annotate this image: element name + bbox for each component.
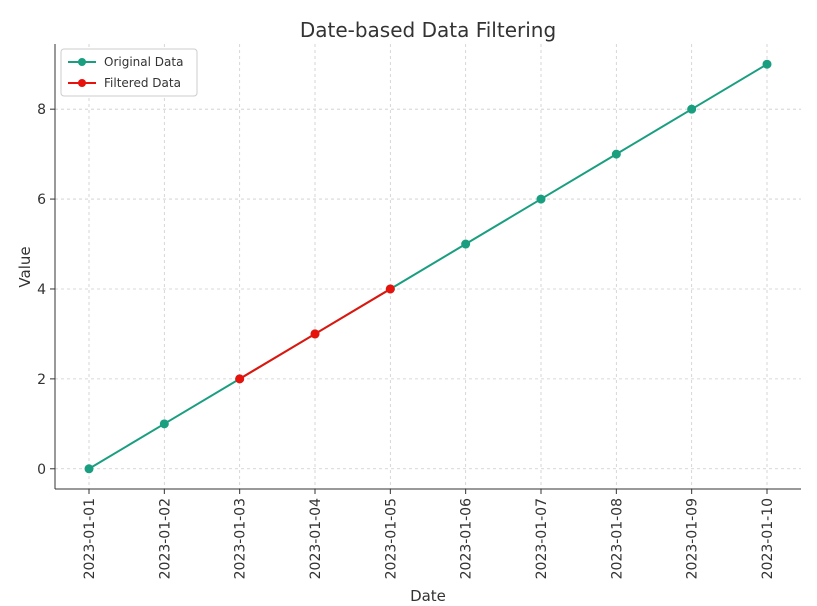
series-layer xyxy=(84,59,772,474)
chart-title: Date-based Data Filtering xyxy=(300,18,556,42)
legend-label: Original Data xyxy=(104,55,183,69)
x-tick-label: 2023-01-02 xyxy=(157,498,173,579)
series-0-point xyxy=(461,239,471,249)
legend-label: Filtered Data xyxy=(104,76,181,90)
series-0-point xyxy=(762,59,772,69)
series-1-point xyxy=(310,329,320,339)
y-tick-label: 2 xyxy=(37,372,46,388)
legend: Original Data Filtered Data xyxy=(60,48,198,97)
legend-marker xyxy=(78,79,86,87)
x-tick-label: 2023-01-06 xyxy=(459,498,475,579)
x-axis-label: Date xyxy=(410,587,446,605)
legend-box xyxy=(60,48,198,97)
y-tick-label: 8 xyxy=(37,102,46,118)
series-0-point xyxy=(159,419,169,429)
series-0-point xyxy=(611,149,621,159)
series-1-point xyxy=(235,374,245,384)
series-1-point xyxy=(385,284,395,294)
y-tick-label: 0 xyxy=(37,462,46,478)
series-0-point xyxy=(536,194,546,204)
series-line-0 xyxy=(88,63,768,470)
y-axis-label: Value xyxy=(16,246,34,287)
x-tick-label: 2023-01-07 xyxy=(534,498,550,579)
series-0-point xyxy=(687,104,697,114)
axes xyxy=(54,44,801,490)
y-tick-label: 4 xyxy=(37,282,46,298)
x-tick-label: 2023-01-01 xyxy=(82,498,98,579)
x-tick-label: 2023-01-08 xyxy=(609,498,625,579)
legend-marker xyxy=(78,58,86,66)
x-tick-label: 2023-01-10 xyxy=(760,498,776,579)
x-tick-label: 2023-01-09 xyxy=(685,498,701,579)
grid xyxy=(55,44,801,489)
y-tick-label: 6 xyxy=(37,192,46,208)
x-tick-label: 2023-01-04 xyxy=(308,498,324,579)
x-tick-label: 2023-01-05 xyxy=(383,498,399,579)
x-tick-label: 2023-01-03 xyxy=(233,498,249,579)
x-ticks: 2023-01-01 2023-01-02 2023-01-03 2023-01-04… xyxy=(82,489,776,579)
series-0-point xyxy=(84,464,94,474)
y-ticks: 0 2 4 6 8 xyxy=(37,102,55,478)
